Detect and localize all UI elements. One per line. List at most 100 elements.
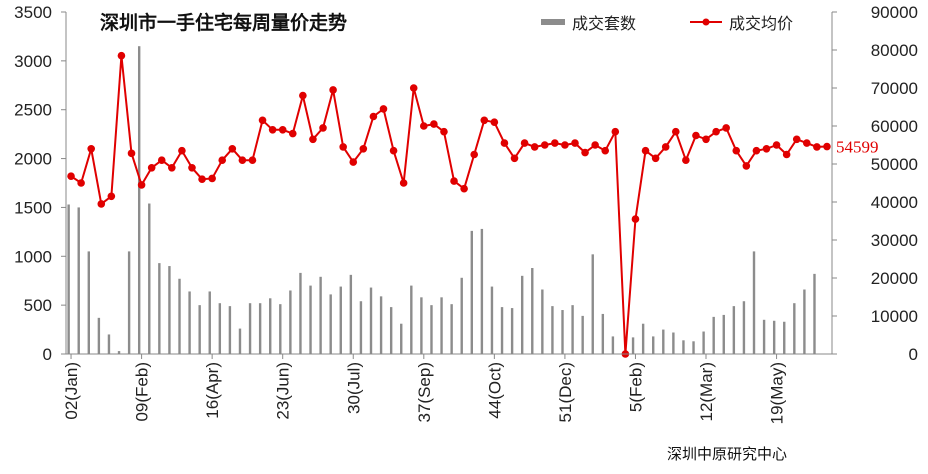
price-point — [278, 126, 287, 134]
bar — [299, 272, 302, 354]
bar — [440, 297, 443, 354]
price-point — [682, 156, 690, 164]
x-tick-label: 19(May) — [768, 362, 787, 424]
bar — [793, 303, 796, 354]
right-tick-label: 60000 — [871, 117, 918, 136]
price-point — [77, 179, 85, 187]
price-point — [803, 139, 811, 147]
price-point — [379, 105, 388, 113]
price-point — [299, 91, 307, 100]
price-point — [420, 122, 428, 130]
price-point — [813, 143, 821, 151]
price-point — [369, 112, 378, 121]
bar — [329, 294, 332, 354]
price-point — [571, 139, 579, 147]
right-tick-label: 10000 — [871, 307, 918, 326]
price-point — [540, 141, 549, 149]
price-point — [359, 145, 368, 153]
bar — [248, 303, 252, 354]
bar — [500, 307, 504, 354]
legend-line-marker — [702, 18, 710, 26]
left-tick-label: 3500 — [14, 3, 52, 22]
price-point — [742, 162, 751, 170]
bar — [571, 305, 574, 354]
legend-bar-label: 成交套数 — [572, 14, 636, 33]
bar — [772, 320, 776, 354]
x-tick-label: 16(Apr) — [203, 362, 222, 419]
price-point — [67, 172, 75, 180]
bar — [611, 336, 615, 354]
bar — [783, 321, 786, 354]
right-tick-label: 70000 — [871, 79, 918, 98]
bar — [712, 316, 715, 354]
price-point — [601, 146, 610, 155]
price-point — [651, 154, 660, 163]
price-point — [551, 139, 559, 147]
bar — [148, 203, 151, 354]
price-point — [218, 156, 227, 164]
price-point — [722, 124, 730, 132]
bar — [369, 287, 373, 354]
left-tick-label: 0 — [43, 345, 52, 364]
bar — [430, 305, 433, 354]
price-point — [127, 149, 136, 158]
price-point — [87, 145, 95, 153]
bar — [541, 289, 544, 354]
price-point — [782, 150, 791, 159]
bar — [198, 305, 201, 354]
price-point — [309, 135, 317, 144]
bar — [127, 251, 131, 354]
price-point — [823, 142, 831, 151]
bar — [450, 304, 453, 354]
bar — [641, 323, 645, 354]
bar — [269, 298, 272, 354]
price-point — [561, 141, 569, 149]
right-tick-label: 20000 — [871, 269, 918, 288]
bar — [410, 285, 413, 354]
price-point — [641, 146, 650, 155]
price-line — [70, 54, 827, 355]
left-tick-label: 1000 — [14, 247, 52, 266]
bar — [591, 254, 594, 354]
right-tick-label: 30000 — [871, 231, 918, 250]
price-point — [631, 215, 640, 223]
price-point — [500, 139, 509, 147]
price-point — [248, 156, 257, 164]
bar — [107, 334, 111, 354]
price-point — [520, 139, 529, 147]
bar — [168, 266, 171, 354]
left-tick-label: 2500 — [14, 101, 52, 120]
price-point — [238, 156, 247, 164]
price-point — [671, 127, 680, 136]
legend-line-label: 成交均价 — [729, 14, 793, 33]
price-point — [762, 145, 771, 153]
price-point — [480, 116, 489, 125]
left-tick-label: 500 — [24, 296, 52, 315]
x-tick-label: 30(Jul) — [344, 362, 363, 414]
right-axis-ticks: 0 10000 20000 30000 40000 50000 60000 70000 8000… — [832, 3, 918, 364]
bar — [420, 297, 423, 354]
price-point — [450, 177, 458, 185]
price-point — [339, 143, 347, 151]
price-point — [288, 129, 297, 138]
price-point — [329, 86, 337, 94]
price-point — [268, 126, 277, 134]
bar — [692, 341, 695, 354]
price-point — [188, 164, 196, 172]
price-point — [530, 143, 539, 151]
last-value-label: 54599 — [836, 138, 879, 157]
source-note: 深圳中原研究中心 — [667, 445, 787, 463]
bar — [279, 304, 282, 354]
legend-bar-swatch — [541, 19, 565, 25]
bar — [379, 296, 383, 354]
price-point — [157, 156, 166, 164]
price-point — [107, 192, 116, 201]
bar — [77, 207, 80, 354]
bar — [178, 278, 181, 354]
bar — [551, 306, 554, 354]
left-tick-label: 3000 — [14, 52, 52, 71]
legend: 成交套数 成交均价 — [541, 14, 793, 33]
bar — [158, 263, 161, 354]
bar — [803, 289, 806, 354]
bar — [480, 228, 484, 354]
